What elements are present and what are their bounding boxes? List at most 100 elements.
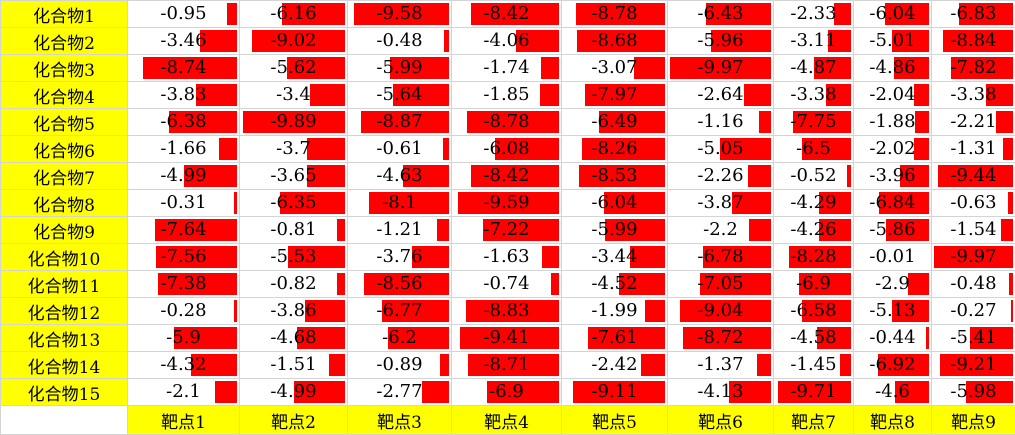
value-cell[interactable]: -1.88 [854, 109, 932, 136]
target-label[interactable]: 靶点9 [932, 406, 1015, 435]
value-cell[interactable]: -9.71 [774, 379, 854, 406]
value-cell[interactable]: -2.21 [932, 109, 1015, 136]
value-cell[interactable]: -9.41 [452, 325, 562, 352]
value-cell[interactable]: -5.64 [348, 82, 452, 109]
value-cell[interactable]: -2.77 [348, 379, 452, 406]
value-cell[interactable]: -2.33 [774, 1, 854, 28]
value-cell[interactable]: -9.02 [240, 28, 348, 55]
target-label[interactable]: 靶点1 [128, 406, 240, 435]
target-label[interactable]: 靶点7 [774, 406, 854, 435]
value-cell[interactable]: -7.05 [668, 271, 774, 298]
compound-label[interactable]: 化合物15 [1, 379, 128, 406]
value-cell[interactable]: -1.21 [348, 217, 452, 244]
value-cell[interactable]: -6.2 [348, 325, 452, 352]
value-cell[interactable]: -5.53 [240, 244, 348, 271]
value-cell[interactable]: -9.89 [240, 109, 348, 136]
value-cell[interactable]: -5.13 [854, 298, 932, 325]
value-cell[interactable]: -1.66 [128, 136, 240, 163]
compound-label[interactable]: 化合物9 [1, 217, 128, 244]
value-cell[interactable]: -6.5 [774, 136, 854, 163]
value-cell[interactable]: -7.75 [774, 109, 854, 136]
value-cell[interactable]: -6.92 [854, 352, 932, 379]
value-cell[interactable]: -6.9 [452, 379, 562, 406]
value-cell[interactable]: -3.11 [774, 28, 854, 55]
value-cell[interactable]: -4.13 [668, 379, 774, 406]
value-cell[interactable]: -5.96 [668, 28, 774, 55]
value-cell[interactable]: -0.74 [452, 271, 562, 298]
value-cell[interactable]: -9.58 [348, 1, 452, 28]
value-cell[interactable]: -9.97 [932, 244, 1015, 271]
value-cell[interactable]: -2.26 [668, 163, 774, 190]
target-label[interactable]: 靶点5 [562, 406, 668, 435]
compound-label[interactable]: 化合物11 [1, 271, 128, 298]
value-cell[interactable]: -7.22 [452, 217, 562, 244]
value-cell[interactable]: -6.9 [774, 271, 854, 298]
value-cell[interactable]: -1.16 [668, 109, 774, 136]
compound-label[interactable]: 化合物6 [1, 136, 128, 163]
value-cell[interactable]: -8.56 [348, 271, 452, 298]
value-cell[interactable]: -8.53 [562, 163, 668, 190]
value-cell[interactable]: -6.16 [240, 1, 348, 28]
value-cell[interactable]: -3.38 [774, 82, 854, 109]
value-cell[interactable]: -0.95 [128, 1, 240, 28]
value-cell[interactable]: -4.68 [240, 325, 348, 352]
value-cell[interactable]: -0.48 [932, 271, 1015, 298]
value-cell[interactable]: -6.77 [348, 298, 452, 325]
value-cell[interactable]: -4.86 [854, 55, 932, 82]
value-cell[interactable]: -1.74 [452, 55, 562, 82]
value-cell[interactable]: -3.76 [348, 244, 452, 271]
value-cell[interactable]: -0.52 [774, 163, 854, 190]
value-cell[interactable]: -6.08 [452, 136, 562, 163]
value-cell[interactable]: -9.59 [452, 190, 562, 217]
value-cell[interactable]: -7.38 [128, 271, 240, 298]
compound-label[interactable]: 化合物12 [1, 298, 128, 325]
value-cell[interactable]: -4.52 [562, 271, 668, 298]
value-cell[interactable]: -2.42 [562, 352, 668, 379]
value-cell[interactable]: -8.68 [562, 28, 668, 55]
corner-cell[interactable] [1, 406, 128, 435]
value-cell[interactable]: -4.32 [128, 352, 240, 379]
value-cell[interactable]: -8.42 [452, 163, 562, 190]
value-cell[interactable]: -0.28 [128, 298, 240, 325]
value-cell[interactable]: -0.81 [240, 217, 348, 244]
value-cell[interactable]: -2.04 [854, 82, 932, 109]
value-cell[interactable]: -3.07 [562, 55, 668, 82]
value-cell[interactable]: -8.28 [774, 244, 854, 271]
value-cell[interactable]: -6.35 [240, 190, 348, 217]
value-cell[interactable]: -0.31 [128, 190, 240, 217]
value-cell[interactable]: -3.65 [240, 163, 348, 190]
value-cell[interactable]: -4.26 [774, 217, 854, 244]
target-label[interactable]: 靶点4 [452, 406, 562, 435]
value-cell[interactable]: -5.41 [932, 325, 1015, 352]
value-cell[interactable]: -8.74 [128, 55, 240, 82]
value-cell[interactable]: -2.1 [128, 379, 240, 406]
value-cell[interactable]: -1.31 [932, 136, 1015, 163]
value-cell[interactable]: -3.96 [854, 163, 932, 190]
compound-label[interactable]: 化合物8 [1, 190, 128, 217]
value-cell[interactable]: -3.46 [128, 28, 240, 55]
value-cell[interactable]: -2.2 [668, 217, 774, 244]
value-cell[interactable]: -8.26 [562, 136, 668, 163]
value-cell[interactable]: -2.02 [854, 136, 932, 163]
value-cell[interactable]: -2.9 [854, 271, 932, 298]
value-cell[interactable]: -6.49 [562, 109, 668, 136]
value-cell[interactable]: -6.58 [774, 298, 854, 325]
value-cell[interactable]: -4.63 [348, 163, 452, 190]
value-cell[interactable]: -2.64 [668, 82, 774, 109]
value-cell[interactable]: -7.82 [932, 55, 1015, 82]
value-cell[interactable]: -8.87 [348, 109, 452, 136]
value-cell[interactable]: -4.6 [854, 379, 932, 406]
value-cell[interactable]: -8.72 [668, 325, 774, 352]
target-label[interactable]: 靶点6 [668, 406, 774, 435]
value-cell[interactable]: -6.84 [854, 190, 932, 217]
target-label[interactable]: 靶点3 [348, 406, 452, 435]
compound-label[interactable]: 化合物2 [1, 28, 128, 55]
value-cell[interactable]: -3.44 [562, 244, 668, 271]
compound-label[interactable]: 化合物3 [1, 55, 128, 82]
value-cell[interactable]: -3.86 [240, 298, 348, 325]
value-cell[interactable]: -5.99 [562, 217, 668, 244]
compound-label[interactable]: 化合物7 [1, 163, 128, 190]
value-cell[interactable]: -8.83 [452, 298, 562, 325]
value-cell[interactable]: -8.1 [348, 190, 452, 217]
value-cell[interactable]: -1.85 [452, 82, 562, 109]
